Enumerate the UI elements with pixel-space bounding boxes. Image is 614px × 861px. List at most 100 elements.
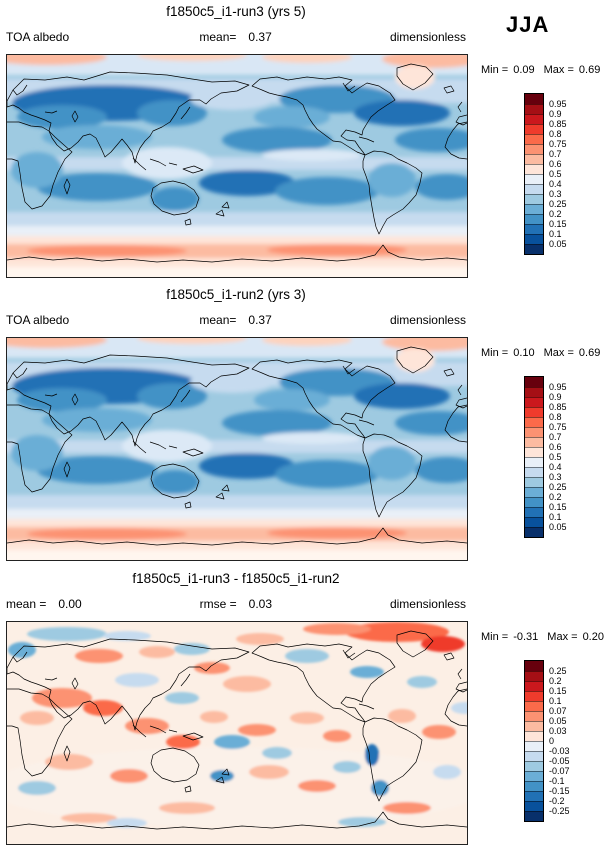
panel-title-run3: f1850c5_i1-run3 (yrs 5) xyxy=(166,4,306,19)
mean-stat: mean = 0.00 xyxy=(6,597,82,611)
colorbar-tick-label: 0.05 xyxy=(549,522,567,532)
colorbar-run3: 0.95 0.9 0.85 0.8 0.75 0.7 0.6 0.5 0.4 0.3 0.25 0.2… xyxy=(524,93,594,268)
colorbar-band xyxy=(525,194,543,204)
panel-run2: f1850c5_i1-run2 (yrs 3) TOA albedo mean=… xyxy=(0,287,614,573)
colorbar-tick-label: 0.05 xyxy=(549,239,567,249)
colorbar-tick-label: 0.8 xyxy=(549,412,562,422)
colorbar-difference: 0.25 0.2 0.15 0.1 0.07 0.05 0.03 0 -0.03 -0.05 -0.… xyxy=(524,660,594,835)
colorbar-tick-label: 0.15 xyxy=(549,502,567,512)
colorbar-band xyxy=(525,791,543,801)
colorbar-run2: 0.95 0.9 0.85 0.8 0.75 0.7 0.6 0.5 0.4 0.3 0.25 0.2… xyxy=(524,376,594,551)
colorbar-bar xyxy=(524,660,544,822)
colorbar-band xyxy=(525,731,543,741)
colorbar-band xyxy=(525,214,543,224)
colorbar-tick-label: 0.6 xyxy=(549,442,562,452)
colorbar-band xyxy=(525,527,543,537)
colorbar-band xyxy=(525,417,543,427)
colorbar-tick-label: -0.1 xyxy=(549,776,565,786)
colorbar-band xyxy=(525,467,543,477)
colorbar-tick-label: 0.25 xyxy=(549,666,567,676)
units-label: dimensionless xyxy=(389,313,466,327)
colorbar-bar xyxy=(524,376,544,538)
colorbar-band xyxy=(525,387,543,397)
colorbar-tick-label: 0.2 xyxy=(549,209,562,219)
colorbar-tick-label: 0.8 xyxy=(549,129,562,139)
colorbar-band xyxy=(525,184,543,194)
minmax-difference: Min = -0.31 Max = 0.20 xyxy=(481,631,604,643)
colorbar-tick-label: -0.15 xyxy=(549,786,570,796)
colorbar-band xyxy=(525,721,543,731)
colorbar-band xyxy=(525,801,543,811)
colorbar-tick-label: 0.2 xyxy=(549,492,562,502)
colorbar-band xyxy=(525,477,543,487)
colorbar-tick-label: 0.25 xyxy=(549,199,567,209)
colorbar-tick-label: 0.95 xyxy=(549,382,567,392)
colorbar-band xyxy=(525,427,543,437)
colorbar-band xyxy=(525,701,543,711)
colorbar-tick-label: 0 xyxy=(549,736,555,746)
colorbar-band xyxy=(525,447,543,457)
colorbar-band xyxy=(525,377,543,387)
colorbar-tick-label: 0.9 xyxy=(549,392,562,402)
colorbar-band xyxy=(525,154,543,164)
colorbar-tick-label: -0.07 xyxy=(549,766,570,776)
colorbar-tick-label: 0.1 xyxy=(549,512,562,522)
colorbar-band xyxy=(525,661,543,671)
colorbar-tick-label: 0.75 xyxy=(549,422,567,432)
colorbar-tick-label: -0.25 xyxy=(549,806,570,816)
colorbar-tick-label: 0.2 xyxy=(549,676,562,686)
colorbar-band xyxy=(525,104,543,114)
colorbar-tick-label: 0.15 xyxy=(549,219,567,229)
colorbar-tick-label: 0.05 xyxy=(549,716,567,726)
minmax-run2: Min = 0.10 Max = 0.69 xyxy=(481,347,601,359)
minmax-run3: Min = 0.09 Max = 0.69 xyxy=(481,64,601,76)
colorbar-band xyxy=(525,407,543,417)
panel-difference: f1850c5_i1-run3 - f1850c5_i1-run2 mean =… xyxy=(0,571,614,857)
colorbar-band xyxy=(525,671,543,681)
colorbar-band xyxy=(525,244,543,254)
colorbar-tick-label: 0.1 xyxy=(549,696,562,706)
colorbar-tick-label: 0.3 xyxy=(549,189,562,199)
colorbar-band xyxy=(525,204,543,214)
panel-title-run2: f1850c5_i1-run2 (yrs 3) xyxy=(166,287,306,302)
panel-title-difference: f1850c5_i1-run3 - f1850c5_i1-run2 xyxy=(132,571,340,586)
colorbar-band xyxy=(525,134,543,144)
colorbar-tick-label: -0.05 xyxy=(549,756,570,766)
colorbar-tick-label: 0.15 xyxy=(549,686,567,696)
map-run3 xyxy=(6,54,468,278)
colorbar-band xyxy=(525,487,543,497)
colorbar-band xyxy=(525,144,543,154)
colorbar-band xyxy=(525,751,543,761)
colorbar-tick-label: 0.07 xyxy=(549,706,567,716)
colorbar-band xyxy=(525,174,543,184)
colorbar-band xyxy=(525,741,543,751)
map-image-run2 xyxy=(7,338,467,560)
colorbar-band xyxy=(525,781,543,791)
colorbar-band xyxy=(525,457,543,467)
colorbar-tick-label: 0.4 xyxy=(549,462,562,472)
colorbar-tick-label: 0.5 xyxy=(549,169,562,179)
units-label: dimensionless xyxy=(389,597,466,611)
mean-stat: mean= 0.37 xyxy=(199,313,272,327)
colorbar-band xyxy=(525,507,543,517)
colorbar-tick-label: 0.6 xyxy=(549,159,562,169)
colorbar-tick-label: 0.7 xyxy=(549,149,562,159)
colorbar-tick-label: -0.03 xyxy=(549,746,570,756)
units-label: dimensionless xyxy=(389,30,466,44)
colorbar-tick-label: 0.25 xyxy=(549,482,567,492)
colorbar-band xyxy=(525,437,543,447)
colorbar-band xyxy=(525,224,543,234)
panel-run3: f1850c5_i1-run3 (yrs 5) TOA albedo mean=… xyxy=(0,4,614,290)
colorbar-tick-label: 0.9 xyxy=(549,109,562,119)
colorbar-band xyxy=(525,234,543,244)
colorbar-band xyxy=(525,761,543,771)
colorbar-tick-label: 0.85 xyxy=(549,402,567,412)
colorbar-band xyxy=(525,114,543,124)
difference-field xyxy=(7,622,467,844)
rmse-stat: rmse = 0.03 xyxy=(199,597,273,611)
colorbar-tick-label: 0.7 xyxy=(549,432,562,442)
variable-label: TOA albedo xyxy=(6,313,70,327)
map-image-run3 xyxy=(7,55,467,277)
colorbar-tick-label: 0.4 xyxy=(549,179,562,189)
